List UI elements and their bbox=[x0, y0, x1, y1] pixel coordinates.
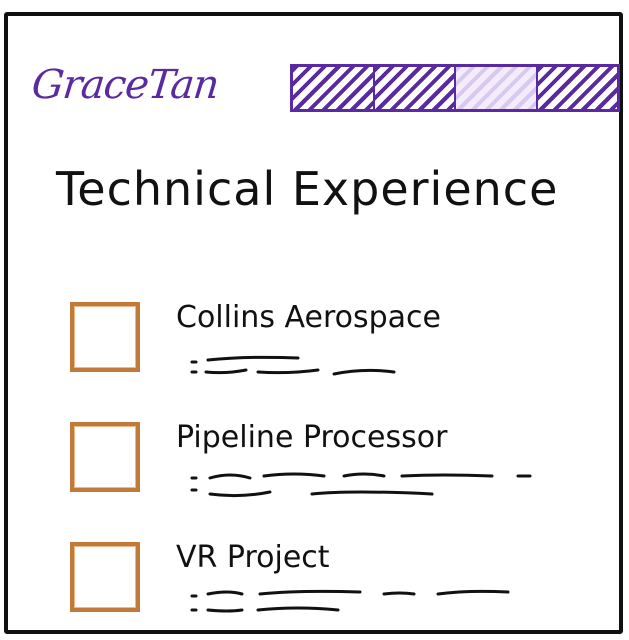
image-placeholder-icon bbox=[70, 542, 140, 612]
placeholder-text-lines bbox=[190, 472, 532, 498]
nav-tab-1[interactable] bbox=[293, 67, 373, 109]
nav-tab-4[interactable] bbox=[535, 67, 617, 109]
placeholder-text-lines bbox=[190, 355, 396, 376]
placeholder-text-lines bbox=[190, 589, 510, 613]
experience-item-pipeline[interactable]: Pipeline Processor bbox=[0, 420, 629, 520]
nav-tab-3-active[interactable] bbox=[454, 67, 536, 109]
nav-bar bbox=[290, 64, 620, 112]
experience-title: Pipeline Processor bbox=[176, 420, 448, 455]
experience-item-vr[interactable]: VR Project bbox=[0, 540, 629, 640]
image-placeholder-icon bbox=[70, 422, 140, 492]
experience-item-collins[interactable]: Collins Aerospace bbox=[0, 300, 629, 400]
experience-title: Collins Aerospace bbox=[176, 300, 441, 335]
nav-tab-2[interactable] bbox=[372, 67, 454, 109]
experience-title: VR Project bbox=[176, 540, 330, 575]
site-logo[interactable]: GraceTan bbox=[29, 62, 221, 108]
image-placeholder-icon bbox=[70, 302, 140, 372]
page-title: Technical Experience bbox=[56, 162, 559, 216]
